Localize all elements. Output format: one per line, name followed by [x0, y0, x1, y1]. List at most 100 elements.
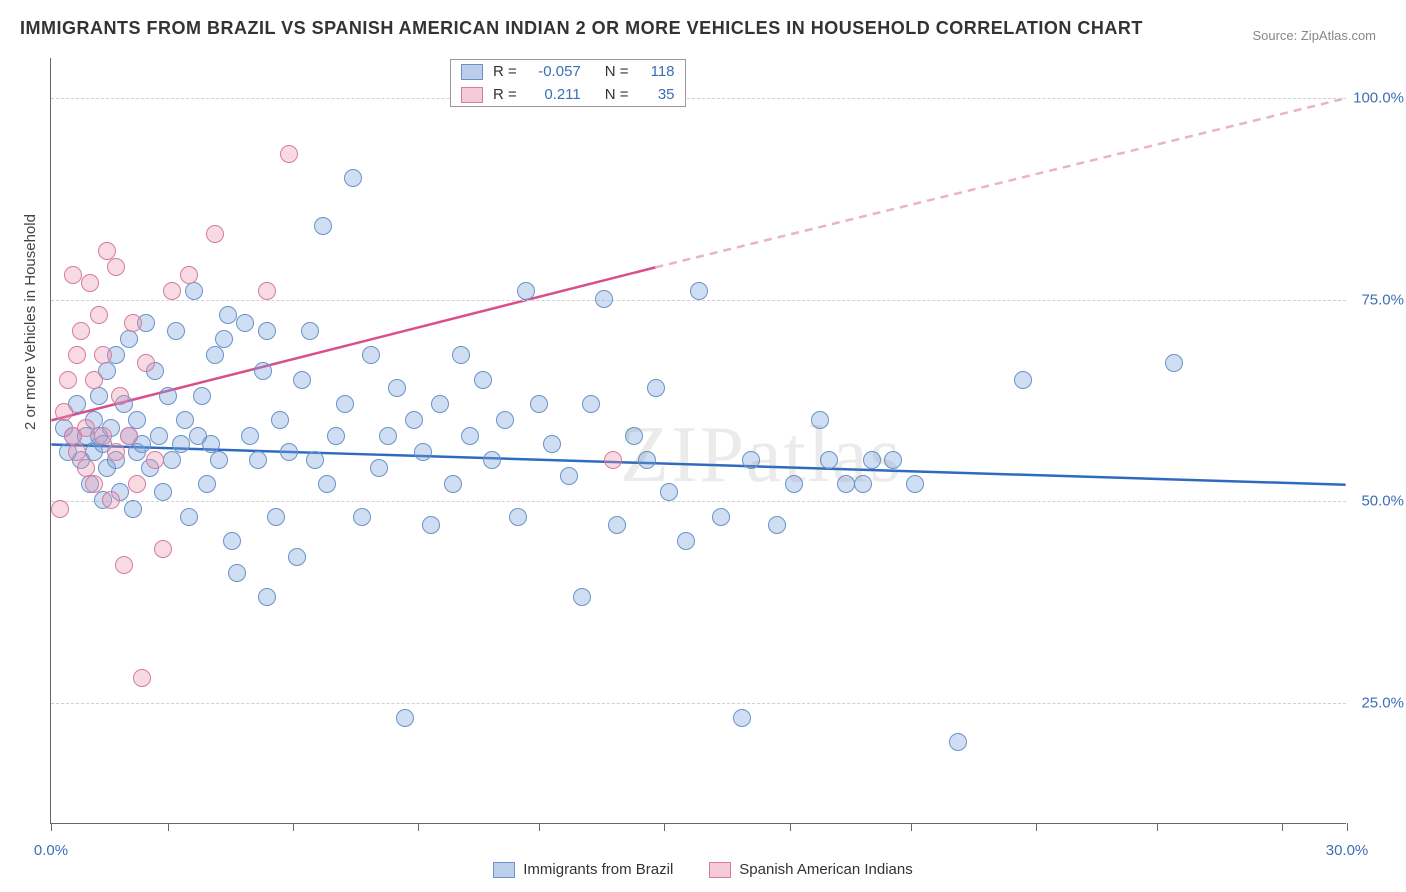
scatter-point: [258, 322, 276, 340]
gridline: [51, 98, 1346, 99]
scatter-point: [314, 217, 332, 235]
scatter-point: [595, 290, 613, 308]
scatter-point: [77, 419, 95, 437]
scatter-point: [223, 532, 241, 550]
scatter-point: [59, 371, 77, 389]
scatter-point: [431, 395, 449, 413]
scatter-point: [336, 395, 354, 413]
scatter-point: [124, 314, 142, 332]
scatter-point: [267, 508, 285, 526]
scatter-point: [362, 346, 380, 364]
x-tick: [539, 823, 540, 831]
x-tick: [790, 823, 791, 831]
legend-row: R =-0.057N =118: [451, 60, 685, 83]
y-tick-label: 100.0%: [1353, 90, 1404, 107]
scatter-point: [120, 427, 138, 445]
scatter-point: [863, 451, 881, 469]
scatter-point: [159, 387, 177, 405]
scatter-point: [163, 451, 181, 469]
scatter-point: [111, 387, 129, 405]
scatter-point: [128, 411, 146, 429]
x-tick: [1282, 823, 1283, 831]
scatter-point: [379, 427, 397, 445]
scatter-point: [249, 451, 267, 469]
scatter-point: [228, 564, 246, 582]
scatter-point: [388, 379, 406, 397]
scatter-point: [301, 322, 319, 340]
scatter-point: [124, 500, 142, 518]
legend-item: Immigrants from Brazil: [493, 861, 673, 878]
scatter-point: [742, 451, 760, 469]
y-tick-label: 25.0%: [1361, 695, 1404, 712]
legend-item: Spanish American Indians: [709, 861, 912, 878]
scatter-point: [573, 588, 591, 606]
scatter-point: [51, 500, 69, 518]
scatter-point: [128, 475, 146, 493]
scatter-point: [137, 354, 155, 372]
y-tick-label: 75.0%: [1361, 291, 1404, 308]
r-value: 0.211: [527, 86, 581, 103]
scatter-point: [154, 540, 172, 558]
scatter-point: [414, 443, 432, 461]
scatter-point: [180, 266, 198, 284]
x-tick: [1036, 823, 1037, 831]
scatter-point: [107, 258, 125, 276]
scatter-point: [712, 508, 730, 526]
source-label: Source: ZipAtlas.com: [1252, 28, 1376, 43]
gridline: [51, 501, 1346, 502]
scatter-point: [496, 411, 514, 429]
scatter-point: [193, 387, 211, 405]
scatter-point: [176, 411, 194, 429]
scatter-point: [94, 346, 112, 364]
chart-plot-area: 25.0%50.0%75.0%100.0%0.0%30.0%: [50, 58, 1346, 824]
n-value: 35: [639, 86, 675, 103]
x-tick: [911, 823, 912, 831]
scatter-point: [90, 306, 108, 324]
x-tick: [168, 823, 169, 831]
scatter-point: [215, 330, 233, 348]
legend-swatch: [709, 862, 731, 878]
scatter-point: [107, 443, 125, 461]
scatter-point: [677, 532, 695, 550]
scatter-point: [353, 508, 371, 526]
scatter-point: [625, 427, 643, 445]
scatter-point: [517, 282, 535, 300]
scatter-point: [206, 346, 224, 364]
scatter-point: [530, 395, 548, 413]
scatter-point: [785, 475, 803, 493]
scatter-point: [180, 508, 198, 526]
scatter-point: [906, 475, 924, 493]
chart-title: IMMIGRANTS FROM BRAZIL VS SPANISH AMERIC…: [20, 18, 1143, 39]
scatter-point: [660, 483, 678, 501]
scatter-point: [461, 427, 479, 445]
scatter-point: [405, 411, 423, 429]
scatter-point: [258, 588, 276, 606]
r-label: R =: [493, 63, 517, 80]
trend-line: [51, 445, 1345, 485]
scatter-point: [543, 435, 561, 453]
r-value: -0.057: [527, 63, 581, 80]
trend-line: [51, 267, 655, 420]
scatter-point: [85, 371, 103, 389]
scatter-point: [1014, 371, 1032, 389]
trend-line: [655, 98, 1345, 267]
scatter-point: [172, 435, 190, 453]
scatter-point: [258, 282, 276, 300]
scatter-point: [68, 346, 86, 364]
scatter-point: [811, 411, 829, 429]
scatter-point: [280, 145, 298, 163]
n-value: 118: [639, 63, 675, 80]
scatter-point: [647, 379, 665, 397]
legend-swatch: [461, 64, 483, 80]
x-tick: [1157, 823, 1158, 831]
correlation-legend: R =-0.057N =118R =0.211N =35: [450, 59, 686, 107]
scatter-point: [604, 451, 622, 469]
scatter-point: [163, 282, 181, 300]
scatter-point: [133, 669, 151, 687]
scatter-point: [206, 225, 224, 243]
scatter-point: [509, 508, 527, 526]
scatter-point: [344, 169, 362, 187]
scatter-point: [102, 491, 120, 509]
scatter-point: [733, 709, 751, 727]
scatter-point: [72, 322, 90, 340]
